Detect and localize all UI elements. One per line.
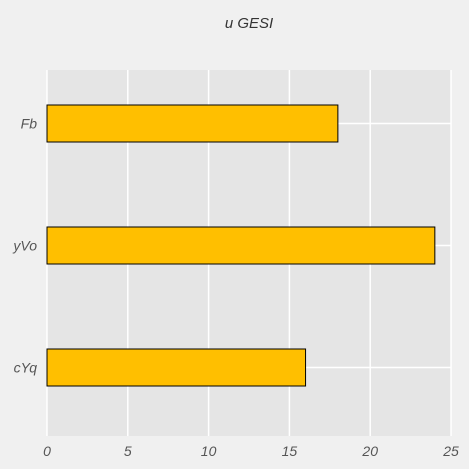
y-tick-label: yVo: [12, 238, 37, 254]
chart-title: u GESI: [225, 15, 273, 32]
x-tick-label: 10: [201, 443, 217, 459]
y-tick-label: Fb: [21, 116, 38, 132]
y-tick-labels: Fb yVo cYq: [12, 116, 37, 376]
y-tick-label: cYq: [14, 360, 38, 376]
bar-yVo: [46, 226, 436, 265]
x-tick-label: 20: [361, 443, 378, 459]
x-tick-label: 0: [43, 443, 51, 459]
x-tick-label: 5: [124, 443, 132, 459]
bars: [46, 104, 436, 387]
x-tick-label: 15: [282, 443, 298, 459]
bar-Fb: [46, 104, 339, 143]
x-tick-label: 25: [442, 443, 459, 459]
x-tick-labels: 0 5 10 15 20 25: [43, 443, 459, 459]
bar-cYq: [46, 348, 307, 387]
